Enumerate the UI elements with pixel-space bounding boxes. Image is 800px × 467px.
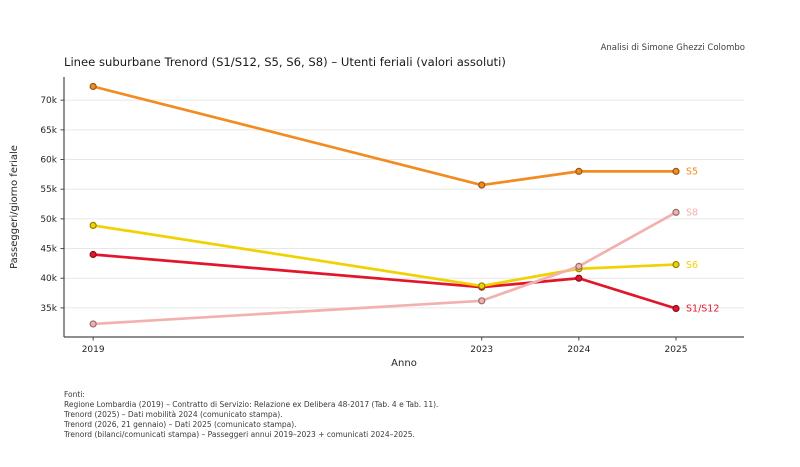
data-point bbox=[575, 274, 583, 282]
y-tick-label: 65k bbox=[40, 126, 57, 136]
x-tick-label: 2025 bbox=[665, 345, 688, 355]
axes: 35k 40k 45k 50k 55k 60k 65k 70k 2019 2023 2024 2025… bbox=[9, 77, 744, 369]
series-line bbox=[91, 253, 678, 310]
data-point bbox=[478, 297, 486, 305]
y-axis-label: Passeggeri/giorno feriale bbox=[9, 145, 20, 269]
series-end-label: S5 bbox=[686, 167, 698, 178]
sources-line: Regione Lombardia (2019) – Contratto di … bbox=[64, 400, 439, 409]
x-axis-label: Anno bbox=[391, 358, 417, 369]
data-point bbox=[89, 221, 97, 230]
data-point bbox=[575, 262, 583, 270]
y-tick-label: 50k bbox=[40, 215, 57, 225]
data-point bbox=[478, 282, 486, 290]
series-line bbox=[91, 210, 678, 326]
analysis-credit: Analisi di Simone Ghezzi Colombo bbox=[600, 43, 745, 53]
series-end-label: S8 bbox=[686, 208, 698, 219]
y-tick-label: 35k bbox=[40, 304, 57, 314]
gridlines bbox=[64, 99, 744, 309]
chart-title: Linee suburbane Trenord (S1/S12, S5, S6,… bbox=[64, 55, 506, 69]
data-point bbox=[672, 167, 680, 175]
data-point bbox=[672, 260, 680, 269]
data-point bbox=[89, 250, 97, 259]
series-end-label: S6 bbox=[686, 260, 698, 271]
data-point bbox=[575, 167, 583, 175]
y-tick-label: 40k bbox=[40, 274, 57, 284]
y-tick-label: 60k bbox=[40, 156, 57, 166]
series-S8: S8 bbox=[89, 208, 698, 328]
y-tick-label: 55k bbox=[40, 185, 57, 195]
data-point bbox=[672, 208, 680, 216]
series-S5: S5 bbox=[89, 82, 698, 189]
data-point bbox=[672, 304, 680, 313]
sources-line: Trenord (bilanci/comunicati stampa) – Pa… bbox=[64, 430, 415, 439]
y-tick-label: 70k bbox=[40, 96, 57, 106]
series-end-label: S1/S12 bbox=[686, 304, 719, 315]
x-tick-label: 2019 bbox=[82, 345, 105, 355]
sources-line: Trenord (2026, 21 gennaio) – Dati 2025 (… bbox=[64, 420, 297, 429]
data-point bbox=[89, 82, 97, 91]
x-tick-label: 2024 bbox=[567, 345, 590, 355]
y-tick-label: 45k bbox=[40, 245, 57, 255]
data-point bbox=[478, 181, 486, 189]
series-line bbox=[91, 224, 678, 288]
data-point bbox=[89, 320, 97, 328]
series-line bbox=[91, 85, 678, 187]
sources-line: Fonti: bbox=[64, 390, 85, 399]
x-tick-label: 2023 bbox=[470, 345, 493, 355]
sources-line: Trenord (2025) – Dati mobilità 2024 (com… bbox=[64, 410, 283, 419]
sources-note: Fonti: Regione Lombardia (2019) – Contra… bbox=[64, 390, 438, 440]
